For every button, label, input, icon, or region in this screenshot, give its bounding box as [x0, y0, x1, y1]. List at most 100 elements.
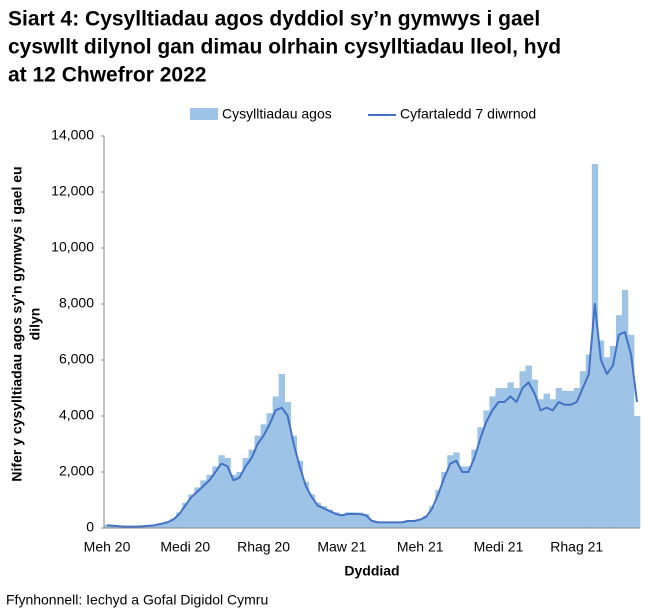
- bar: [224, 458, 231, 528]
- bar: [453, 452, 460, 528]
- bar: [344, 512, 352, 528]
- y-tick-label: 6,000: [59, 351, 94, 367]
- bar: [356, 512, 364, 528]
- bar: [417, 518, 424, 528]
- bar: [609, 346, 617, 528]
- bar: [429, 506, 436, 528]
- bar: [447, 455, 454, 528]
- y-tick-label: 0: [86, 519, 94, 535]
- legend-label: Cysylltiadau agos: [222, 106, 332, 122]
- x-tick-label: Medi 20: [160, 539, 210, 555]
- bar: [272, 396, 279, 528]
- bar: [350, 512, 358, 528]
- bar: [513, 388, 520, 528]
- bar: [459, 466, 466, 528]
- bar: [435, 490, 442, 528]
- bar: [549, 399, 556, 528]
- bar: [441, 472, 448, 528]
- x-tick-label: Maw 21: [317, 539, 366, 555]
- bar: [621, 290, 629, 528]
- bar: [332, 512, 340, 528]
- bar: [381, 521, 388, 528]
- bar: [164, 521, 171, 528]
- y-tick-label: 10,000: [51, 239, 94, 255]
- bar: [507, 382, 514, 528]
- bar: [561, 390, 569, 528]
- bar: [218, 455, 225, 528]
- bar: [278, 374, 285, 528]
- bar: [362, 514, 370, 528]
- bar: [260, 424, 267, 528]
- bar: [242, 458, 249, 528]
- y-tick-label: 12,000: [51, 183, 94, 199]
- bar: [188, 494, 195, 528]
- bar: [152, 524, 159, 528]
- bar: [579, 371, 587, 528]
- bar: [471, 449, 478, 528]
- bar: [531, 379, 538, 528]
- chart-title: Siart 4: Cysylltiadau agos dyddiol sy’n …: [8, 8, 540, 31]
- line: [106, 303, 638, 528]
- bar: [176, 512, 183, 528]
- bar: [591, 164, 599, 528]
- y-tick-label: 14,000: [51, 127, 94, 143]
- bar: [483, 410, 490, 528]
- y-tick-label: 4,000: [59, 407, 94, 423]
- bar: [104, 524, 111, 528]
- source: Ffynhonnell: Iechyd a Gofal Digidol Cymr…: [6, 592, 268, 608]
- y-tick-label: 8,000: [59, 295, 94, 311]
- x-tick-label: Rhag 21: [550, 539, 603, 555]
- bar: [399, 521, 406, 528]
- bar: [537, 399, 544, 528]
- bar: [302, 481, 310, 528]
- bar: [206, 474, 213, 528]
- bar: [495, 388, 502, 528]
- y-axis-title: dilyn: [27, 308, 43, 341]
- bar: [212, 466, 219, 528]
- bar: [375, 521, 382, 528]
- y-axis-title: Nifer y cysylltiadau agos sy’n gymwys i …: [9, 166, 25, 481]
- bar: [597, 340, 605, 528]
- x-tick-label: Meh 21: [397, 539, 444, 555]
- bar: [585, 354, 593, 528]
- bar: [338, 514, 346, 528]
- bar: [200, 480, 207, 528]
- bar: [501, 388, 508, 528]
- bar: [543, 393, 550, 528]
- bar: [308, 494, 316, 528]
- bar: [284, 402, 291, 528]
- y-tick-label: 2,000: [59, 463, 94, 479]
- bar: [489, 396, 496, 528]
- x-tick-label: Rhag 20: [237, 539, 290, 555]
- bar: [567, 390, 575, 528]
- bar: [465, 466, 472, 528]
- bar: [326, 509, 334, 528]
- bar: [393, 521, 400, 528]
- bar: [170, 518, 177, 528]
- bar: [411, 520, 418, 528]
- bar: [603, 357, 611, 528]
- bar: [248, 449, 255, 528]
- bar: [194, 487, 201, 528]
- bar: [405, 520, 412, 528]
- bar: [266, 413, 273, 528]
- legend-swatch: [190, 108, 218, 120]
- bar: [573, 388, 581, 528]
- bar: [236, 472, 243, 528]
- bar: [477, 427, 484, 528]
- bar: [182, 502, 189, 528]
- bar: [290, 435, 298, 528]
- bar: [254, 435, 261, 528]
- bar: [519, 371, 526, 528]
- bar: [158, 523, 165, 528]
- x-tick-label: Meh 20: [84, 539, 131, 555]
- bar: [627, 334, 635, 528]
- bar: [368, 520, 376, 528]
- bar: [633, 416, 641, 528]
- bar: [387, 521, 394, 528]
- bar: [320, 506, 328, 528]
- bar: [615, 315, 623, 528]
- chart-title: at 12 Chwefror 2022: [8, 64, 206, 87]
- x-axis-title: Dyddiad: [344, 563, 399, 579]
